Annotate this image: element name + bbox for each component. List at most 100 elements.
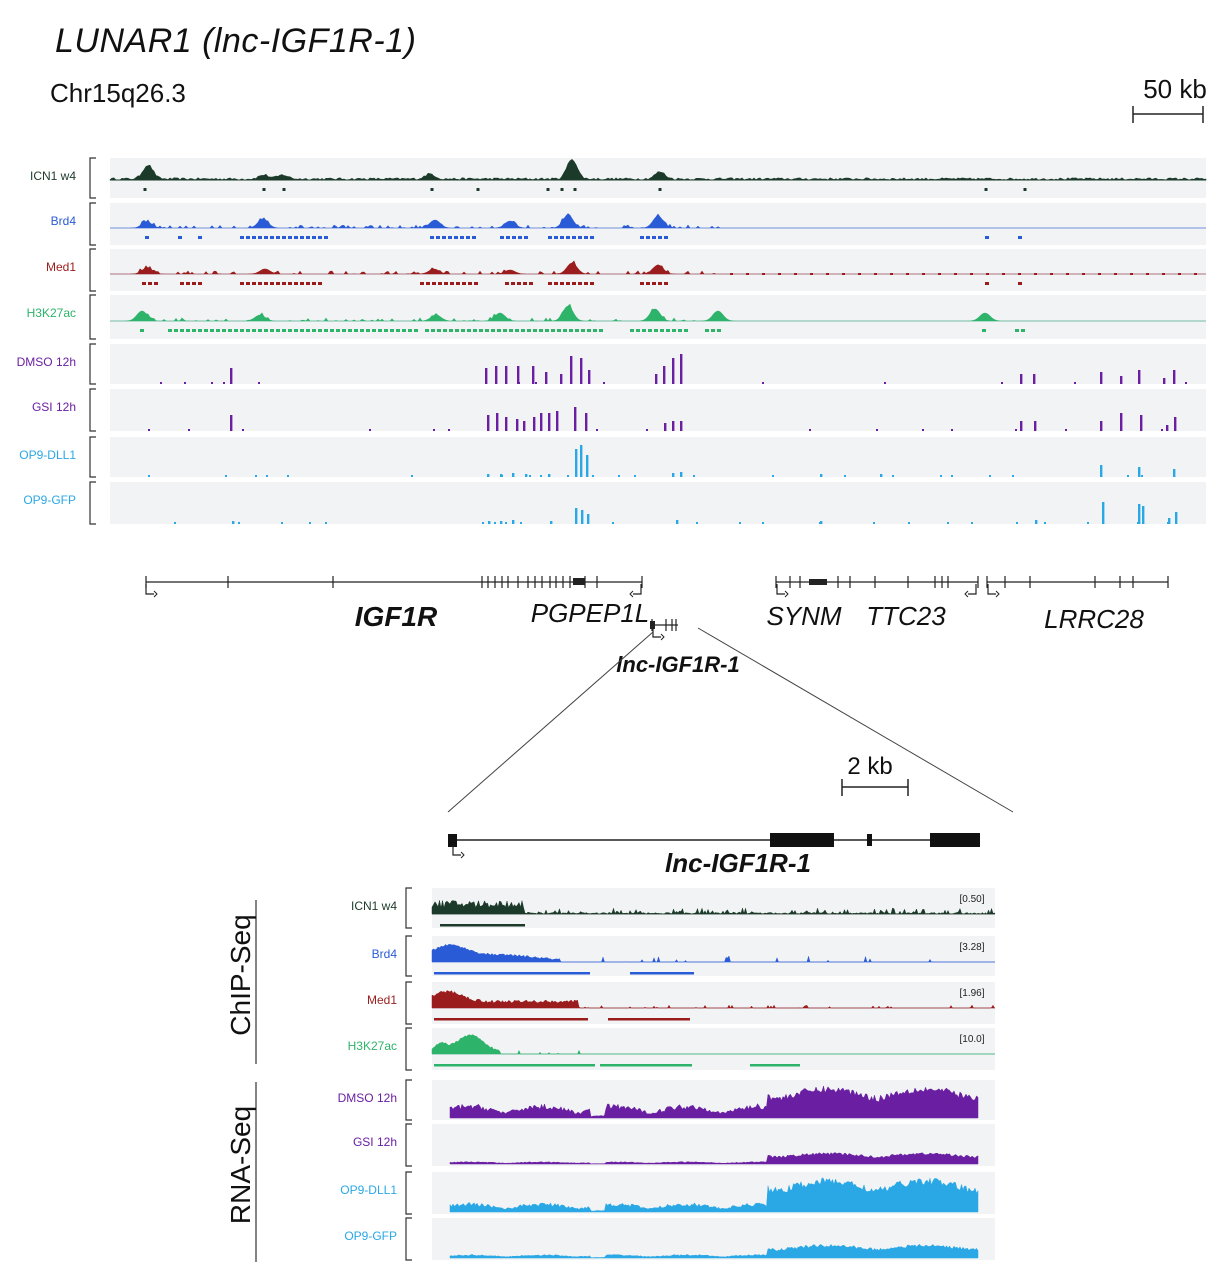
gene-ttc23-tss [968,584,977,595]
peak-call-top-1-3 [282,236,286,239]
rna-bar-top-4-13 [672,358,675,384]
peak-call-top-3-1 [240,329,244,332]
rna-scatter-top-6 [529,475,531,477]
zoom-peak-call-3-2 [750,1064,800,1067]
rna-bar-top-7-10 [1035,520,1038,524]
rna-bar-top-6-5 [575,449,578,477]
rna-scatter-top-7 [325,522,327,524]
peak-call-top-1-4 [466,236,470,239]
peak-call-top-1-3 [246,236,250,239]
track-signal-top-3 [110,303,1206,322]
peak-call-top-1-4 [442,236,446,239]
peak-call-top-2-2 [318,282,322,285]
rna-scatter-top-7 [482,522,484,524]
med1-scatter-842 [842,273,845,275]
med1-scatter-938 [938,273,941,275]
rna-bar-top-4-10 [588,370,591,384]
med1-scatter-1162 [1162,273,1165,275]
peak-call-top-1-3 [270,236,274,239]
med1-scatter-762 [762,273,765,275]
rna-scatter-top-6 [634,475,636,477]
peak-call-top-3-1 [360,329,364,332]
figure-title: LUNAR1 (lnc-IGF1R-1) [55,22,417,60]
rna-bar-top-4-21 [1173,370,1176,384]
med1-scatter-874 [874,273,877,275]
rna-bar-top-7-7 [587,514,590,524]
zoom-track-bracket-2 [405,981,412,1025]
rna-scatter-top-7 [505,522,507,524]
peak-call-top-2-1 [192,282,196,285]
gene-igf1r-block [573,578,585,585]
rna-scatter-top-4 [1001,382,1003,384]
peak-call-top-2-3 [426,282,430,285]
rna-bar-top-7-5 [575,508,578,524]
track-label-top-3: H3K27ac [27,306,76,320]
rna-bar-top-4-3 [505,366,508,384]
peak-call-top-0-8 [658,188,662,191]
peak-call-top-1-6 [560,236,564,239]
peak-call-top-3-3 [684,329,688,332]
peak-call-top-3-1 [336,329,340,332]
rna-scatter-top-6 [1141,475,1143,477]
peak-call-top-2-6 [664,282,668,285]
peak-call-top-3-1 [294,329,298,332]
peak-call-top-3-2 [557,329,561,332]
track-label-top-0: ICN1 w4 [30,169,76,183]
rna-scatter-top-7 [739,522,741,524]
peak-call-top-1-3 [264,236,268,239]
rna-bar-top-7-0 [232,521,235,524]
zoom-signal-1 [431,944,995,963]
rna-scatter-top-4 [211,382,213,384]
peak-call-top-1-4 [448,236,452,239]
peak-call-top-3-4 [705,329,709,332]
peak-call-top-2-5 [566,282,570,285]
rna-bar-top-6-11 [880,474,883,477]
peak-call-top-3-2 [509,329,513,332]
rna-scatter-top-7 [174,522,176,524]
rna-scatter-top-7 [696,522,698,524]
med1-scatter-1130 [1130,273,1133,275]
med1-scatter-858 [858,273,861,275]
peak-call-top-1-4 [472,236,476,239]
rna-bar-top-6-2 [512,473,515,477]
rna-bar-top-6-6 [580,445,583,477]
zoom-peak-call-0-0 [440,924,525,927]
rna-scatter-top-4 [603,382,605,384]
peak-call-top-1-5 [500,236,504,239]
peak-call-top-3-2 [563,329,567,332]
gene-label-0: IGF1R [355,601,438,632]
peak-call-top-2-1 [180,282,184,285]
peak-call-top-2-2 [258,282,262,285]
peak-call-top-3-6 [1015,329,1019,332]
peak-call-top-3-2 [545,329,549,332]
zoom-track-label-5: GSI 12h [353,1135,397,1149]
peak-call-top-2-7 [985,282,989,285]
rna-scatter-top-7 [238,522,240,524]
peak-call-top-1-3 [312,236,316,239]
peak-call-top-3-5 [982,329,986,332]
zoom-track-label-6: OP9-DLL1 [340,1183,397,1197]
rna-scatter-top-5 [148,429,150,431]
peak-call-top-1-7 [658,236,662,239]
track-label-top-4: DMSO 12h [17,355,76,369]
peak-call-top-2-0 [148,282,152,285]
zoom-signal-3 [431,1034,995,1055]
peak-call-top-2-5 [584,282,588,285]
zoom-track-scale-3: [10.0] [959,1034,984,1045]
zoom-gene-tss-arrow [460,851,465,859]
rna-bar-top-6-10 [820,474,823,477]
zoom-track-label-4: DMSO 12h [338,1091,397,1105]
peak-call-top-3-1 [354,329,358,332]
rna-scatter-top-4 [184,382,186,384]
peak-call-top-3-2 [467,329,471,332]
rna-scatter-top-7 [819,522,821,524]
rna-scatter-top-5 [188,429,190,431]
rna-scatter-top-7 [1167,522,1169,524]
med1-scatter-1178 [1178,273,1181,275]
rna-scatter-top-4 [160,382,162,384]
peak-call-top-3-1 [342,329,346,332]
rna-bar-top-5-13 [672,421,675,431]
peak-call-top-2-3 [456,282,460,285]
zoom-track-bracket-3 [405,1027,412,1071]
med1-scatter-1050 [1050,273,1053,275]
